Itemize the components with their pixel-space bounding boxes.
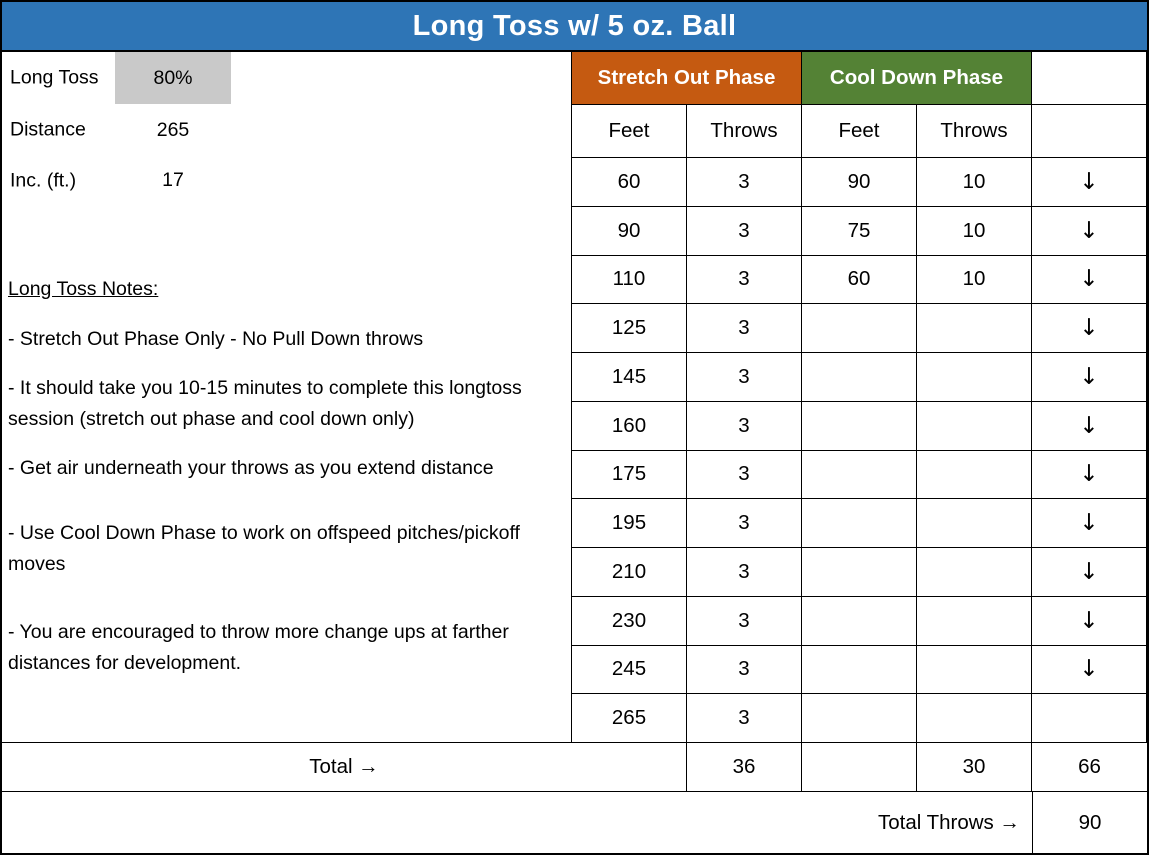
stretch-feet-cell: 175 bbox=[572, 450, 686, 499]
cooldown-feet-cell: 60 bbox=[802, 255, 916, 304]
stretch-throws-cell: 3 bbox=[687, 206, 801, 255]
down-arrow-icon: ↓ bbox=[1032, 255, 1146, 304]
down-arrow-icon: ↓ bbox=[1032, 401, 1146, 450]
notes-heading: Long Toss Notes: bbox=[8, 278, 159, 300]
stretch-throws-cell: 3 bbox=[687, 401, 801, 450]
stretch-throws-cell: 3 bbox=[687, 499, 801, 547]
info-panel: Long Toss 80% Distance 265 Inc. (ft.) 17 bbox=[2, 52, 571, 205]
cooldown-feet-cell bbox=[802, 694, 916, 742]
down-arrow-icon: ↓ bbox=[1032, 353, 1146, 401]
cooldown-throws-cell bbox=[917, 645, 1031, 694]
cooldown-feet-cell bbox=[802, 304, 916, 352]
total-stretch-throws: 36 bbox=[687, 743, 801, 791]
down-arrow-icon: ↓ bbox=[1032, 645, 1146, 694]
increment-value: 17 bbox=[162, 169, 184, 191]
cooldown-feet-cell: 75 bbox=[802, 206, 916, 255]
stretch-throws-cell: 3 bbox=[687, 304, 801, 352]
cooldown-throws-cell: 10 bbox=[917, 206, 1031, 255]
cooldown-feet-header: Feet bbox=[802, 105, 916, 157]
notes-section: Long Toss Notes: - Stretch Out Phase Onl… bbox=[8, 274, 573, 697]
title-bar: Long Toss w/ 5 oz. Ball bbox=[2, 2, 1147, 52]
cooldown-feet-cell bbox=[802, 596, 916, 645]
sheet-title: Long Toss w/ 5 oz. Ball bbox=[412, 9, 737, 42]
down-arrow-icon: ↓ bbox=[1032, 450, 1146, 499]
cooldown-feet-cell bbox=[802, 450, 916, 499]
stretch-throws-cell: 3 bbox=[687, 158, 801, 206]
stretch-throws-cell: 3 bbox=[687, 450, 801, 499]
stretch-feet-cell: 110 bbox=[572, 255, 686, 304]
stretch-throws-cell: 3 bbox=[687, 548, 801, 596]
stretch-feet-cell: 160 bbox=[572, 401, 686, 450]
down-arrow-icon: ↓ bbox=[1032, 206, 1146, 255]
cooldown-feet-cell bbox=[802, 499, 916, 547]
info-row-distance: Distance 265 bbox=[2, 104, 571, 156]
stretch-throws-header: Throws bbox=[687, 105, 801, 157]
info-row-increment: Inc. (ft.) 17 bbox=[2, 156, 571, 205]
stretch-throws-cell: 3 bbox=[687, 645, 801, 694]
cooldown-throws-cell bbox=[917, 596, 1031, 645]
stretch-throws-cell: 3 bbox=[687, 596, 801, 645]
stretch-phase-header: Stretch Out Phase bbox=[572, 52, 801, 104]
stretch-feet-cell: 230 bbox=[572, 596, 686, 645]
note-item: - You are encouraged to throw more chang… bbox=[8, 621, 509, 674]
stretch-feet-cell: 265 bbox=[572, 694, 686, 742]
phase-table: Stretch Out Phase Cool Down Phase Feet T… bbox=[571, 52, 1147, 742]
cooldown-throws-cell bbox=[917, 694, 1031, 742]
distance-label: Distance bbox=[10, 118, 86, 141]
down-arrow-icon bbox=[1032, 694, 1146, 742]
total-throws-value: 90 bbox=[1033, 792, 1147, 853]
stretch-throws-cell: 3 bbox=[687, 255, 801, 304]
info-row-longtoss: Long Toss 80% bbox=[2, 52, 571, 104]
cooldown-throws-cell bbox=[917, 450, 1031, 499]
longtoss-percent-value[interactable]: 80% bbox=[115, 52, 231, 104]
cooldown-throws-cell: 10 bbox=[917, 255, 1031, 304]
total-blank-cell bbox=[802, 743, 916, 791]
total-row: Total → 36 30 66 bbox=[2, 742, 1147, 791]
stretch-feet-cell: 125 bbox=[572, 304, 686, 352]
cooldown-throws-cell: 10 bbox=[917, 158, 1031, 206]
note-item: - Use Cool Down Phase to work on offspee… bbox=[8, 522, 520, 575]
increment-label: Inc. (ft.) bbox=[10, 169, 77, 191]
cooldown-throws-header: Throws bbox=[917, 105, 1031, 157]
distance-value: 265 bbox=[156, 118, 190, 141]
stretch-feet-cell: 90 bbox=[572, 206, 686, 255]
stretch-throws-cell: 3 bbox=[687, 353, 801, 401]
down-arrow-icon: ↓ bbox=[1032, 596, 1146, 645]
down-arrow-icon: ↓ bbox=[1032, 548, 1146, 596]
note-item: - Get air underneath your throws as you … bbox=[8, 457, 494, 479]
stretch-feet-header: Feet bbox=[572, 105, 686, 157]
cooldown-throws-cell bbox=[917, 304, 1031, 352]
longtoss-percent-label: Long Toss bbox=[10, 66, 99, 89]
stretch-feet-cell: 245 bbox=[572, 645, 686, 694]
cooldown-throws-cell bbox=[917, 499, 1031, 547]
stretch-feet-cell: 210 bbox=[572, 548, 686, 596]
cooldown-throws-cell bbox=[917, 401, 1031, 450]
stretch-feet-cell: 145 bbox=[572, 353, 686, 401]
total-throws-row: Total Throws → 90 bbox=[2, 791, 1147, 853]
total-throws-label: Total Throws → bbox=[2, 792, 1032, 853]
total-row-sum: 66 bbox=[1032, 743, 1147, 791]
total-cooldown-throws: 30 bbox=[917, 743, 1031, 791]
note-item: - Stretch Out Phase Only - No Pull Down … bbox=[8, 328, 424, 350]
cooldown-feet-cell bbox=[802, 645, 916, 694]
cooldown-throws-cell bbox=[917, 353, 1031, 401]
down-arrow-icon: ↓ bbox=[1032, 499, 1146, 547]
stretch-feet-cell: 195 bbox=[572, 499, 686, 547]
total-label: Total → bbox=[2, 743, 686, 791]
stretch-feet-cell: 60 bbox=[572, 158, 686, 206]
cooldown-feet-cell bbox=[802, 353, 916, 401]
down-arrow-icon: ↓ bbox=[1032, 158, 1146, 206]
cooldown-throws-cell bbox=[917, 548, 1031, 596]
note-item: - It should take you 10-15 minutes to co… bbox=[8, 377, 522, 430]
cooldown-feet-cell bbox=[802, 548, 916, 596]
stretch-throws-cell: 3 bbox=[687, 694, 801, 742]
cooldown-feet-cell: 90 bbox=[802, 158, 916, 206]
down-arrow-icon: ↓ bbox=[1032, 304, 1146, 352]
cooldown-phase-header: Cool Down Phase bbox=[802, 52, 1031, 104]
phase-header-blank-cell bbox=[1032, 52, 1146, 104]
arrow-column-blank-header bbox=[1032, 105, 1146, 157]
cooldown-feet-cell bbox=[802, 401, 916, 450]
